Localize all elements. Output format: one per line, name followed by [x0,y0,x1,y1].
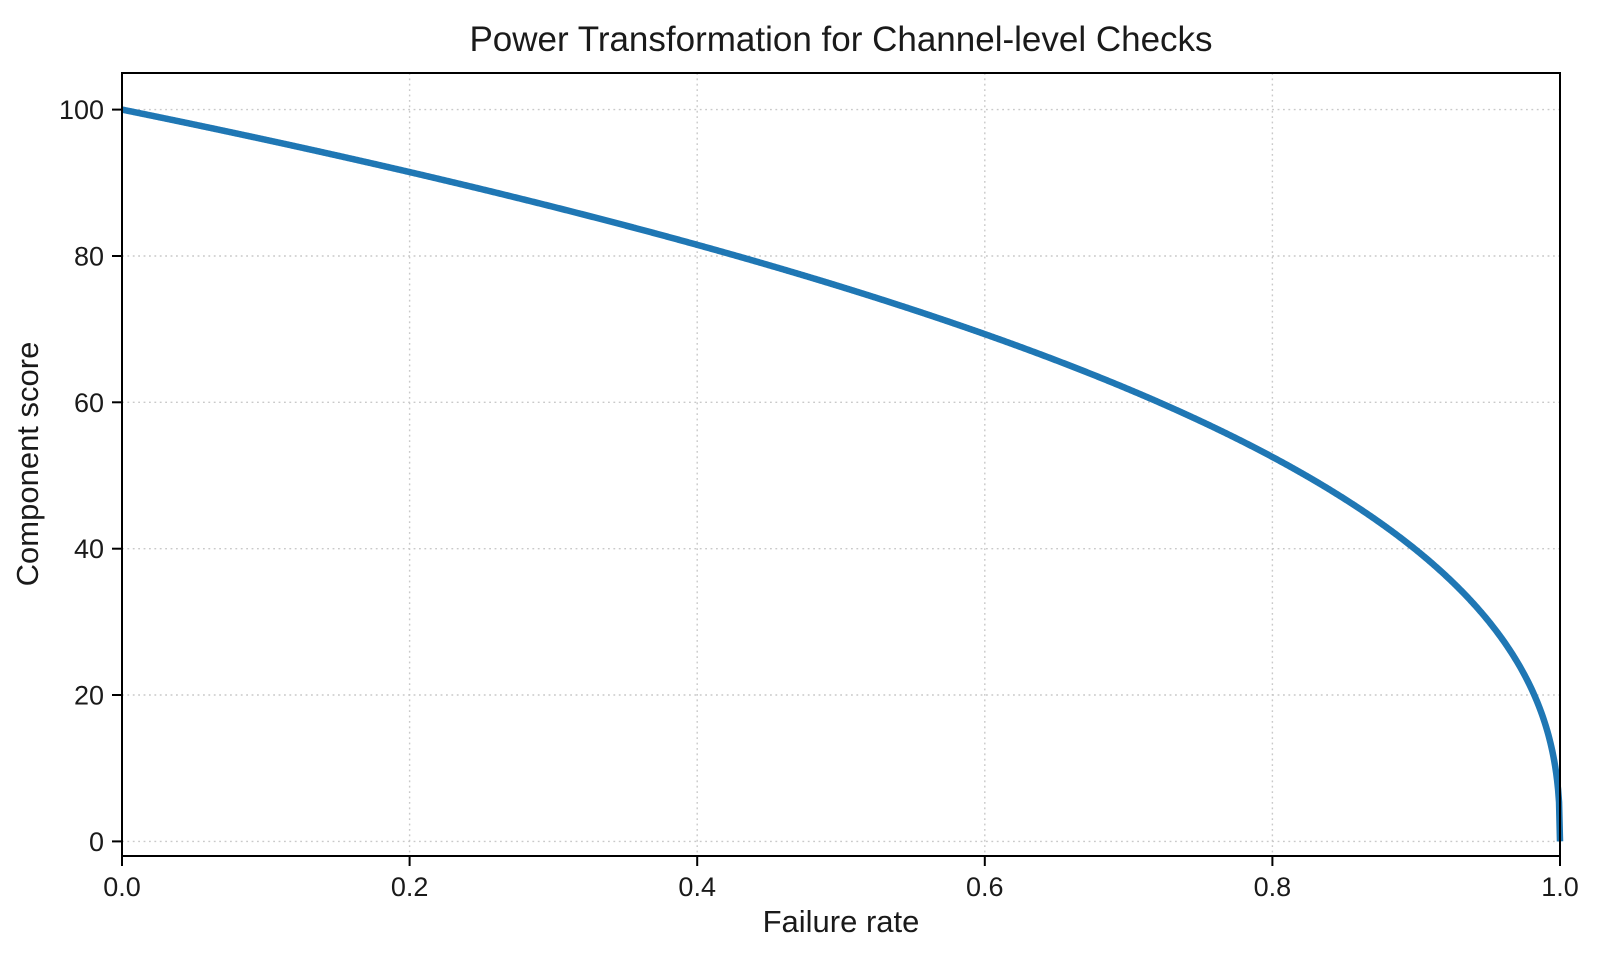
grid [122,73,1560,856]
plot-area [122,73,1560,856]
x-tick-label: 0.6 [966,872,1004,902]
x-tick-label: 0.4 [678,872,716,902]
x-tick-label: 1.0 [1541,872,1579,902]
y-tick-label: 80 [74,242,104,272]
y-tick-label: 40 [74,534,104,564]
y-tick-labels: 0 20 40 60 80 100 [59,95,104,857]
y-tick-label: 20 [74,681,104,711]
x-axis-label: Failure rate [763,904,920,939]
x-tick-label: 0.8 [1254,872,1292,902]
x-tick-label: 0.0 [103,872,141,902]
plot-spines [121,72,1561,857]
chart-title: Power Transformation for Channel-level C… [469,20,1212,59]
series-line [121,106,1564,842]
y-tick-label: 60 [74,388,104,418]
y-tick-label: 100 [59,95,104,125]
tick-marks [112,108,1561,866]
x-tick-label: 0.2 [391,872,429,902]
x-tick-labels: 0.0 0.2 0.4 0.6 0.8 1.0 [103,872,1579,902]
y-tick-label: 0 [89,827,104,857]
y-axis-label: Component score [10,342,45,587]
